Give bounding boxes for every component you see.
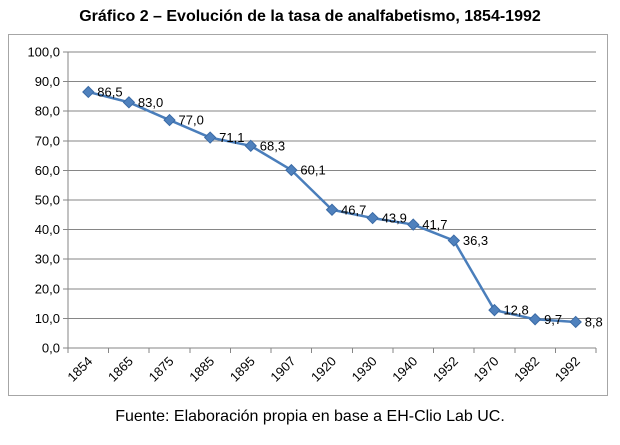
y-tick-label: 50,0 [35,193,60,208]
data-label: 71,1 [219,130,244,145]
data-point [407,218,420,231]
y-tick-label: 80,0 [35,104,60,119]
y-tick-label: 40,0 [35,222,60,237]
data-label: 46,7 [341,202,366,217]
data-point [122,96,136,109]
x-tick-label: 1970 [471,354,502,385]
x-tick-label: 1907 [267,354,298,385]
y-tick-label: 20,0 [35,281,60,296]
data-point [569,315,582,329]
data-point [528,313,542,326]
y-tick-label: 30,0 [35,252,60,267]
data-label: 12,8 [503,303,528,318]
data-point [366,211,379,225]
x-tick-label: 1895 [227,354,258,385]
data-point [447,234,461,247]
data-point [285,163,298,177]
data-label: 77,0 [179,113,204,128]
x-tick-label: 1885 [186,354,217,385]
data-label: 8,8 [585,314,603,329]
x-tick-label: 1875 [146,354,177,385]
x-tick-label: 1854 [64,354,95,385]
data-point [82,85,95,99]
x-tick-label: 1982 [511,354,542,385]
data-point [325,203,339,216]
data-point [203,131,217,144]
data-label: 68,3 [260,138,285,153]
chart-frame: 0,0 10,0 20,0 30,0 40,0 50,0 60,0 70,0 80,0 90,0 1… [8,34,608,396]
x-tick-label: 1940 [389,354,420,385]
data-label: 60,1 [300,163,325,178]
y-tick-label: 90,0 [35,74,60,89]
y-tick-label: 10,0 [35,311,60,326]
y-tick-label: 60,0 [35,163,60,178]
x-tick-label: 1865 [105,354,136,385]
y-tick-label: 70,0 [35,133,60,148]
data-label: 36,3 [463,233,488,248]
x-tick-label: 1952 [430,354,461,385]
source-caption: Fuente: Elaboración propia en base a EH-… [115,408,505,425]
x-tick-label: 1920 [308,354,339,385]
x-tick-label: 1930 [349,354,380,385]
data-label: 86,5 [97,84,122,99]
chart-title: Gráfico 2 – Evolución de la tasa de anal… [79,8,541,25]
data-label: 43,9 [382,211,407,226]
x-tick-label: 1992 [552,354,583,385]
data-point [244,139,257,153]
data-point [488,303,501,317]
y-tick-label: 0,0 [42,341,60,356]
data-point [163,113,176,127]
data-label: 9,7 [544,312,562,327]
line-chart: 0,0 10,0 20,0 30,0 40,0 50,0 60,0 70,0 80,0 90,0 1… [27,45,603,385]
data-label: 41,7 [422,217,447,232]
data-label: 83,0 [138,95,163,110]
y-tick-label: 100,0 [27,45,60,60]
